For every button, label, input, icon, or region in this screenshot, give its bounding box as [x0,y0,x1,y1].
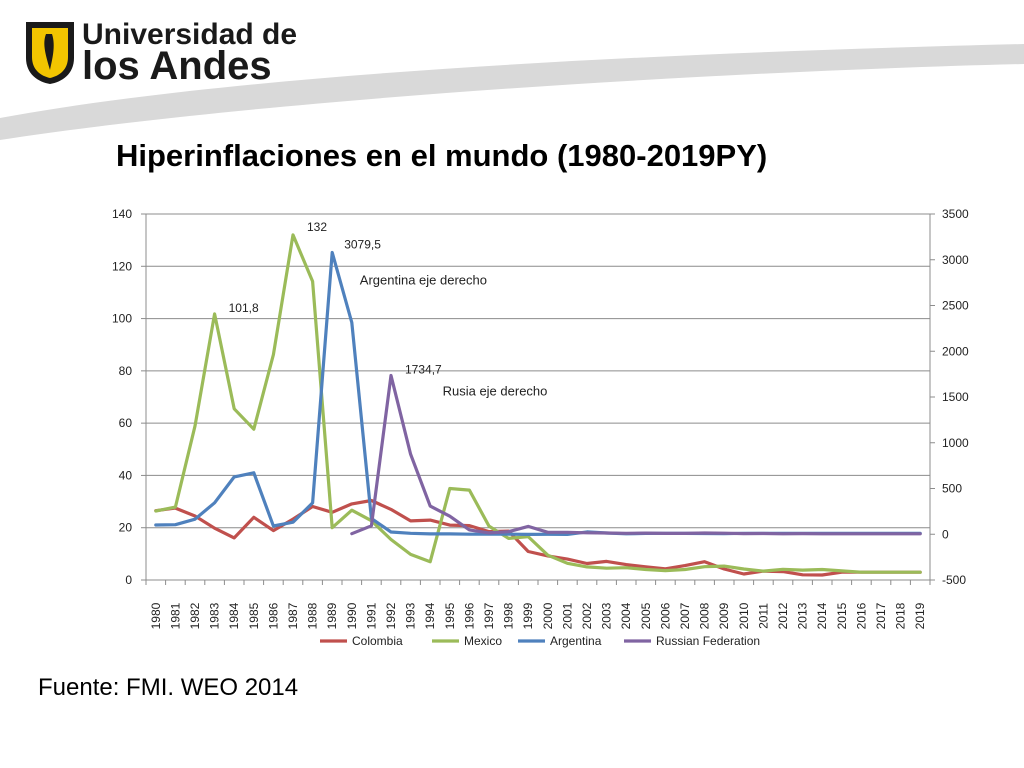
x-tick-label: 1994 [423,602,437,629]
source-note: Fuente: FMI. WEO 2014 [38,674,299,701]
x-tick-label: 2008 [698,602,712,629]
chart-annotation: 132 [307,220,327,234]
x-tick-label: 2012 [776,602,790,629]
x-tick-label: 2011 [756,603,770,629]
x-tick-label: 2006 [658,602,672,629]
x-tick-label: 2014 [815,602,829,629]
series-line-colombia [154,498,922,577]
chart-annotation: 3079,5 [344,237,381,251]
x-tick-label: 1999 [521,602,535,629]
x-tick-label: 1986 [266,602,280,629]
chart-series [154,233,922,577]
x-tick-label: 2017 [874,602,888,629]
x-tick-label: 1997 [482,602,496,629]
chart-annotation: 101,8 [229,301,259,315]
right-tick-label: 0 [942,527,949,541]
left-tick-label: 60 [119,416,133,430]
right-tick-label: 3000 [942,253,969,267]
x-tick-label: 2007 [678,602,692,629]
x-tick-label: 2001 [560,602,574,629]
x-tick-label: 2019 [913,602,927,629]
x-tick-label: 2016 [854,602,868,629]
right-tick-label: 2000 [942,344,969,358]
series-line-mexico [154,233,922,574]
legend-label: Mexico [464,634,502,648]
right-tick-label: 500 [942,482,962,496]
logo-line-1: Universidad de [82,18,298,51]
x-tick-label: 2015 [835,602,849,629]
chart-axes: 0 20 40 60 80 100 120 140 -500 0 500 1000 1500 2000 25… [112,207,969,629]
x-tick-label: 1998 [502,602,516,629]
x-tick-label: 2000 [541,602,555,629]
x-tick-label: 1996 [462,602,476,629]
x-tick-label: 2009 [717,602,731,629]
chart-annotation: Rusia eje derecho [443,383,548,398]
shield-icon [26,22,74,84]
left-tick-label: 100 [112,312,132,326]
legend-label: Argentina [550,634,602,648]
x-tick-label: 1992 [384,602,398,629]
x-tick-label: 1995 [443,602,457,629]
x-tick-label: 1982 [188,602,202,629]
right-tick-label: -500 [942,573,966,587]
swoosh-band [0,44,1024,140]
page-title: Hiperinflaciones en el mundo (1980-2019P… [116,138,768,173]
x-tick-label: 1989 [325,602,339,629]
legend-label: Russian Federation [656,634,760,648]
x-tick-label: 2003 [600,602,614,629]
university-logo [22,18,252,90]
x-tick-label: 1990 [345,602,359,629]
right-tick-label: 2500 [942,299,969,313]
chart-annotations: 101,8 132 3079,5 Argentina eje derecho 1734,… [229,220,548,399]
chart-annotation: 1734,7 [405,363,442,377]
right-tick-label: 1000 [942,436,969,450]
x-tick-label: 1984 [227,602,241,629]
left-tick-label: 80 [119,364,133,378]
series-line-russian-federation [350,373,922,536]
right-tick-label: 1500 [942,390,969,404]
x-tick-label: 2010 [737,602,751,629]
x-tick-label: 1985 [247,602,261,629]
left-tick-label: 0 [125,573,132,587]
left-tick-label: 40 [119,468,133,482]
x-tick-label: 1987 [286,602,300,629]
legend-label: Colombia [352,634,403,648]
x-tick-label: 1983 [208,602,222,629]
x-tick-label: 2002 [580,602,594,629]
right-tick-label: 3500 [942,207,969,221]
x-tick-label: 1993 [404,602,418,629]
x-tick-label: 2005 [639,602,653,629]
left-tick-label: 120 [112,259,132,273]
x-tick-label: 1981 [168,602,182,629]
x-tick-label: 1991 [364,602,378,629]
x-tick-label: 2004 [619,602,633,629]
chart-annotation: Argentina eje derecho [360,272,487,287]
x-tick-label: 1988 [306,602,320,629]
chart-legend: Colombia Mexico Argentina Russian Federatio… [320,634,760,648]
logo-line-2: los Andes [82,44,272,88]
x-tick-label: 2013 [796,602,810,629]
x-tick-label: 2018 [894,602,908,629]
left-tick-label: 140 [112,207,132,221]
left-tick-label: 20 [119,521,133,535]
x-tick-label: 1980 [149,602,163,629]
